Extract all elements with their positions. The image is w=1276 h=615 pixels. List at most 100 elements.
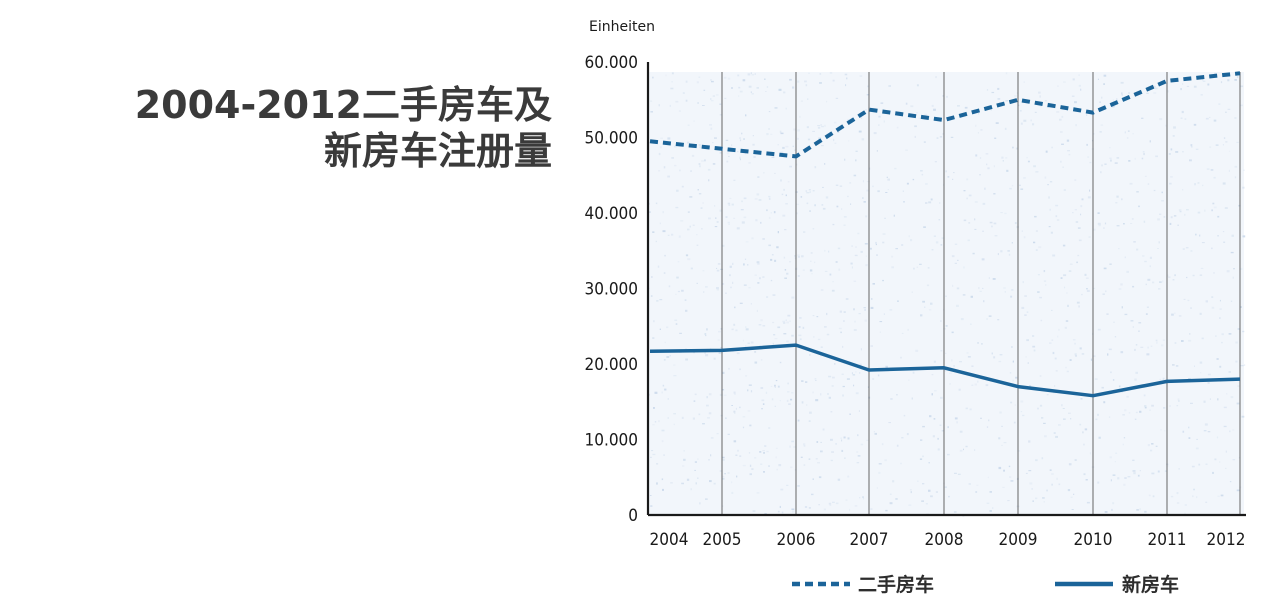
background-speckle [1189,333,1191,335]
background-speckle [1161,344,1164,347]
background-speckle [666,326,669,329]
background-speckle [1074,342,1076,345]
background-speckle [1093,133,1095,135]
background-speckle [698,413,701,416]
background-speckle [1190,250,1193,252]
background-speckle [953,172,955,174]
background-speckle [974,201,978,203]
background-speckle [1184,213,1186,216]
background-speckle [719,114,723,116]
background-speckle [1236,402,1240,405]
background-speckle [786,272,789,275]
background-speckle [1052,254,1056,257]
background-speckle [900,356,902,359]
background-speckle [822,186,824,188]
background-speckle [694,469,696,471]
background-speckle [1182,83,1184,85]
background-speckle [828,502,832,505]
background-speckle [1199,234,1201,237]
background-speckle [714,226,718,228]
background-speckle [675,323,678,325]
background-speckle [850,203,852,205]
background-speckle [687,258,691,261]
background-speckle [1104,511,1108,513]
background-speckle [1199,361,1203,364]
background-speckle [1139,410,1142,413]
background-speckle [1225,467,1227,469]
background-speckle [840,437,842,439]
background-speckle [768,195,771,198]
background-speckle [944,486,947,488]
background-speckle [986,426,989,428]
background-speckle [761,408,763,410]
background-speckle [968,194,972,197]
background-speckle [1017,450,1021,452]
background-speckle [1221,341,1223,344]
chart-title-line-2: 新房车注册量 [323,129,552,173]
background-speckle [1174,342,1177,344]
background-speckle [659,222,661,225]
background-speckle [920,314,923,317]
background-speckle [1160,429,1162,431]
background-speckle [1228,371,1231,373]
background-speckle [891,255,894,258]
background-speckle [942,133,944,135]
background-speckle [677,261,680,263]
background-speckle [1167,274,1169,277]
background-speckle [783,188,785,191]
background-speckle [836,205,839,208]
background-speckle [963,266,965,269]
background-speckle [866,181,870,183]
background-speckle [737,74,740,77]
background-speckle [787,314,791,317]
background-speckle [1121,198,1123,201]
background-speckle [758,324,762,326]
background-speckle [1038,246,1042,249]
background-speckle [1124,131,1126,134]
background-speckle [820,441,822,443]
background-speckle [895,498,898,500]
background-speckle [1172,135,1175,137]
background-speckle [704,333,707,335]
background-speckle [774,338,778,340]
background-speckle [867,85,869,88]
background-speckle [1101,164,1103,167]
background-speckle [1056,477,1058,480]
background-speckle [971,365,974,367]
background-speckle [785,194,787,197]
background-speckle [738,86,741,89]
background-speckle [814,166,817,169]
background-speckle [855,371,857,373]
background-speckle [733,179,736,181]
background-speckle [1033,349,1036,352]
background-speckle [1009,476,1012,478]
background-speckle [775,380,778,382]
x-tick-label: 2007 [850,530,889,550]
background-speckle [743,263,745,266]
background-speckle [1054,385,1056,387]
background-speckle [828,375,832,378]
background-speckle [862,180,864,183]
background-speckle [1157,218,1160,221]
background-speckle [806,202,809,205]
background-speckle [818,504,820,506]
background-speckle [829,273,832,276]
background-speckle [1202,78,1204,81]
background-speckle [1055,204,1059,207]
background-speckle [1200,94,1203,96]
background-speckle [706,404,709,407]
background-speckle [885,192,888,193]
background-speckle [1100,171,1102,174]
background-speckle [1038,91,1041,94]
background-speckle [739,90,743,93]
background-speckle [650,505,653,507]
background-speckle [1131,218,1134,220]
background-speckle [719,103,722,105]
background-speckle [1093,355,1096,357]
background-speckle [1011,184,1014,187]
background-speckle [663,272,666,274]
background-speckle [865,109,867,111]
background-speckle [1124,477,1127,479]
background-speckle [914,125,917,128]
background-speckle [1199,312,1202,315]
